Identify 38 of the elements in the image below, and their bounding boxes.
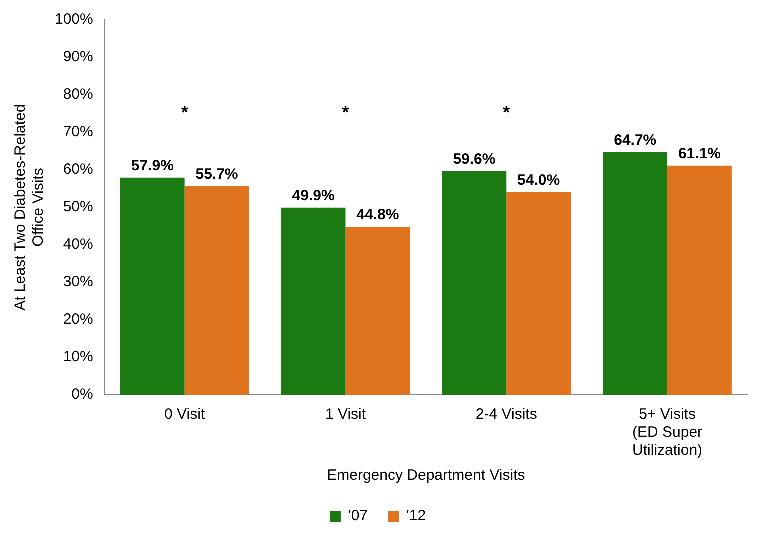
x-tick-label: 1 Visit (325, 406, 367, 424)
y-tick-label: 60% (63, 161, 94, 178)
bar (442, 172, 507, 395)
bar (668, 166, 732, 395)
data-label: 61.1% (678, 146, 721, 163)
data-label: 59.6% (453, 151, 496, 168)
bar (120, 178, 185, 395)
x-tick-label: 0 Visit (164, 406, 206, 424)
bar (184, 186, 250, 395)
y-tick-label: 10% (63, 348, 94, 366)
data-label: 54.0% (518, 172, 560, 190)
data-label: 49.9% (292, 188, 335, 205)
bar (281, 208, 346, 395)
y-tick-label: 30% (63, 274, 94, 291)
y-tick-label: 40% (63, 236, 94, 254)
y-tick-label: 90% (63, 48, 94, 66)
y-tick-label: 80% (63, 86, 94, 104)
legend-label: '07 (348, 508, 368, 525)
data-label: 57.9% (131, 158, 174, 175)
bar (603, 152, 668, 395)
data-label: 64.7% (614, 132, 657, 150)
legend-label: '12 (406, 508, 426, 525)
annotation: * (503, 102, 510, 123)
x-tick-label: 5+ Visits (ED Super Utilization) (632, 406, 703, 460)
annotation: * (342, 102, 350, 123)
y-tick-label: 100% (54, 11, 94, 28)
y-axis-title: At Least Two Diabetes-Related Office Visits (12, 104, 48, 311)
bar (346, 227, 410, 395)
bar (506, 192, 571, 395)
y-tick-label: 50% (63, 198, 94, 216)
y-tick-label: 70% (63, 124, 94, 141)
x-axis-title: Emergency Department Visits (327, 467, 526, 484)
y-tick-label: 0% (72, 386, 94, 404)
y-tick-label: 20% (63, 311, 94, 328)
data-label: 55.7% (196, 166, 238, 183)
data-label: 44.8% (356, 206, 400, 224)
x-tick-label: 2-4 Visits (476, 406, 538, 424)
annotation: * (181, 102, 188, 123)
